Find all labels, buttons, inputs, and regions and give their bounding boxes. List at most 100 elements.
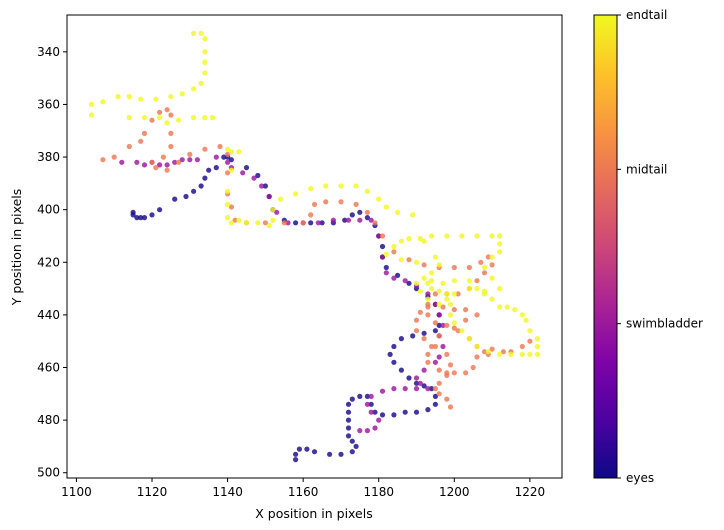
y-tick-label: 440 xyxy=(37,308,60,322)
point-endtail xyxy=(534,336,541,342)
point-swimbladder xyxy=(368,409,374,415)
y-axis: 340 360 380 400 420 440 460 480 500 xyxy=(37,45,67,480)
point-swimbladder xyxy=(413,375,420,381)
point-endtail xyxy=(436,288,442,294)
point-midtail xyxy=(463,370,469,376)
point-eyes xyxy=(398,367,404,373)
point-eyes xyxy=(368,401,374,407)
point-swimbladder xyxy=(134,159,140,165)
point-midtail xyxy=(527,338,533,344)
point-endtail xyxy=(534,351,541,357)
point-endtail xyxy=(504,304,510,310)
point-endtail xyxy=(398,238,404,244)
x-axis-label: X position in pixels xyxy=(255,506,373,521)
point-eyes xyxy=(213,165,219,171)
point-endtail xyxy=(527,328,533,334)
point-swimbladder xyxy=(425,386,431,392)
point-eyes xyxy=(391,359,397,365)
point-midtail xyxy=(391,249,397,255)
point-midtail xyxy=(338,199,344,205)
point-midtail xyxy=(281,220,287,226)
point-endtail xyxy=(466,336,472,342)
point-endtail xyxy=(459,328,465,334)
colorbar-gradient xyxy=(593,14,618,479)
point-midtail xyxy=(466,264,472,271)
point-endtail xyxy=(228,167,234,173)
point-endtail xyxy=(440,280,446,286)
point-midtail xyxy=(308,212,314,218)
point-eyes xyxy=(345,409,352,415)
point-midtail xyxy=(262,220,268,226)
y-tick-label: 420 xyxy=(37,255,60,269)
point-midtail xyxy=(413,328,420,334)
point-midtail xyxy=(413,317,420,323)
point-midtail xyxy=(372,220,378,226)
point-midtail xyxy=(451,264,457,271)
point-swimbladder xyxy=(364,428,370,434)
point-midtail xyxy=(425,359,431,365)
point-endtail xyxy=(236,217,242,223)
point-endtail xyxy=(191,30,197,36)
point-endtail xyxy=(523,317,529,323)
point-midtail xyxy=(451,307,457,313)
point-endtail xyxy=(519,351,525,357)
point-midtail xyxy=(474,354,480,360)
point-endtail xyxy=(100,99,106,105)
point-endtail xyxy=(432,254,438,260)
point-swimbladder xyxy=(259,183,265,189)
point-endtail xyxy=(323,183,329,189)
x-tick-label: 1120 xyxy=(137,485,168,499)
point-eyes xyxy=(183,193,189,200)
point-midtail xyxy=(432,386,438,392)
point-swimbladder xyxy=(440,322,446,328)
point-endtail xyxy=(451,291,457,297)
point-midtail xyxy=(138,138,144,144)
point-endtail xyxy=(175,117,182,123)
point-midtail xyxy=(225,170,231,176)
point-endtail xyxy=(429,278,435,284)
point-endtail xyxy=(497,233,503,239)
colorbar-ticks: eyes swimbladder midtail endtail xyxy=(617,8,703,485)
point-endtail xyxy=(255,220,261,226)
point-midtail xyxy=(474,278,480,284)
point-endtail xyxy=(425,296,431,302)
point-swimbladder xyxy=(383,270,389,276)
data-points xyxy=(89,30,541,463)
point-swimbladder xyxy=(368,393,374,399)
point-midtail xyxy=(160,154,166,160)
point-endtail xyxy=(202,49,208,55)
point-midtail xyxy=(444,351,450,357)
point-swimbladder xyxy=(164,162,170,168)
point-eyes xyxy=(387,351,393,357)
point-endtail xyxy=(519,312,525,318)
point-swimbladder xyxy=(440,343,446,350)
x-tick-label: 1220 xyxy=(515,485,546,499)
point-eyes xyxy=(421,330,427,336)
point-midtail xyxy=(217,143,223,150)
point-eyes xyxy=(406,280,412,286)
point-eyes xyxy=(157,207,163,213)
point-midtail xyxy=(141,130,148,136)
point-eyes xyxy=(141,215,148,221)
point-eyes xyxy=(345,425,352,431)
point-endtail xyxy=(398,257,404,263)
point-swimbladder xyxy=(436,312,442,318)
point-endtail xyxy=(429,286,435,292)
point-eyes xyxy=(425,407,431,413)
point-endtail xyxy=(191,115,197,121)
point-midtail xyxy=(232,217,238,223)
point-eyes xyxy=(391,343,397,350)
point-midtail xyxy=(500,349,506,355)
point-midtail xyxy=(168,112,174,118)
point-endtail xyxy=(376,196,382,202)
point-endtail xyxy=(209,115,216,121)
point-endtail xyxy=(413,259,420,265)
point-swimbladder xyxy=(425,291,431,297)
y-tick-label: 340 xyxy=(37,45,60,59)
point-endtail xyxy=(364,188,370,194)
point-swimbladder xyxy=(119,159,125,165)
point-eyes xyxy=(243,165,250,171)
point-endtail xyxy=(497,351,503,357)
point-endtail xyxy=(391,243,397,250)
point-midtail xyxy=(425,351,431,357)
